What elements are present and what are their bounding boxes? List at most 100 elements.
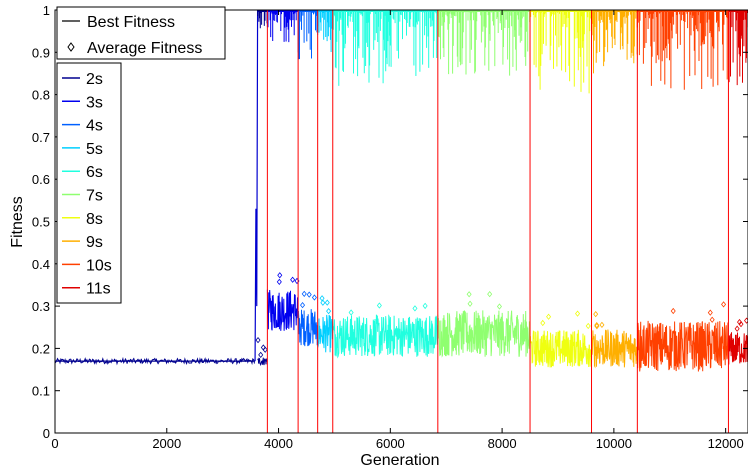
legend-time-label-9s: 9s [86, 234, 103, 251]
legend-time-label-6s: 6s [86, 164, 103, 181]
average-fitness-6s [332, 314, 439, 359]
average-fitness-marker-10s [721, 301, 727, 308]
y-tick-label: 0.1 [32, 384, 50, 399]
average-fitness-marker-10s [670, 307, 676, 315]
average-fitness-marker-5s [326, 307, 332, 315]
average-fitness-marker-8s [585, 322, 591, 330]
average-fitness-marker-6s [412, 305, 418, 312]
x-axis-label: Generation [360, 452, 439, 469]
y-tick-label: 0.8 [32, 88, 50, 103]
best-fitness-2s [257, 10, 268, 29]
y-axis-label: Fitness [9, 196, 26, 248]
plot-content [54, 9, 748, 433]
average-fitness-marker-10s [709, 316, 715, 323]
best-fitness-jump [254, 9, 259, 362]
legend-time-box [56, 62, 122, 304]
x-tick-label: 12000 [708, 436, 744, 451]
best-fitness-5s [317, 10, 333, 52]
y-tick-label: 1 [43, 3, 50, 18]
y-tick-label: 0.6 [32, 172, 50, 187]
average-fitness-marker-3s [290, 276, 296, 283]
average-fitness-marker-5s [320, 299, 326, 306]
average-fitness-marker-4s [300, 302, 306, 309]
best-fitness-10s [636, 10, 729, 90]
average-fitness-marker-6s [422, 302, 428, 310]
average-fitness-marker-11s [744, 317, 748, 324]
average-fitness-marker-8s [575, 310, 581, 317]
average-fitness-marker-4s [311, 294, 317, 301]
legend-time-label-2s: 2s [86, 71, 103, 88]
average-fitness-marker-5s [324, 299, 330, 306]
average-fitness-marker-5s [319, 295, 325, 302]
x-tick-label: 6000 [376, 436, 405, 451]
legend-top-box [56, 6, 226, 60]
x-tick-label: 0 [51, 436, 58, 451]
average-fitness-marker-7s [466, 291, 472, 298]
average-fitness-4s [297, 309, 319, 347]
best-fitness-6s [332, 10, 438, 86]
x-axis-ticks: 0 2000 4000 6000 8000 10000 12000 [51, 10, 744, 451]
x-tick-label: 2000 [152, 436, 181, 451]
average-fitness-marker-7s [467, 300, 473, 307]
average-fitness-10s [636, 320, 729, 372]
average-fitness-marker-11s [737, 318, 743, 326]
average-fitness-11s [727, 332, 748, 365]
average-fitness-marker-10s [707, 309, 713, 316]
y-tick-label: 0.9 [32, 45, 50, 60]
average-fitness-marker-6s [376, 302, 382, 309]
average-fitness-marker-8s [540, 319, 546, 327]
legend-time-label-5s: 5s [86, 141, 103, 158]
average-fitness-early [54, 356, 255, 366]
plot-frame [54, 9, 748, 434]
average-fitness-9s [591, 329, 638, 369]
average-fitness-marker-7s [487, 291, 493, 298]
best-fitness-3s [266, 10, 298, 43]
y-tick-label: 0.2 [32, 341, 50, 356]
y-tick-label: 0 [43, 426, 50, 441]
y-tick-label: 0.3 [32, 299, 50, 314]
average-fitness-marker-3s [277, 272, 283, 279]
average-fitness-marker-2s [255, 336, 261, 344]
x-tick-label: 4000 [264, 436, 293, 451]
average-fitness-marker-9s [593, 310, 599, 318]
average-fitness-7s [437, 310, 531, 358]
best-fitness-7s [437, 10, 531, 76]
y-tick-label: 0.5 [32, 215, 50, 230]
average-fitness-marker-9s [594, 321, 600, 329]
average-fitness-marker-9s [599, 321, 605, 329]
average-fitness-2s [257, 357, 268, 367]
best-fitness-11s [727, 10, 748, 86]
legend-time-label-3s: 3s [86, 94, 103, 111]
legend-time-label-10s: 10s [86, 257, 112, 274]
best-fitness-8s [529, 10, 592, 94]
x-tick-label: 10000 [596, 436, 632, 451]
legend-average-fitness-marker [67, 42, 75, 52]
legend-time: 2s 3s 4s 5s 6s 7s 8s 9s 10s 11s [56, 62, 122, 304]
best-fitness-4s [297, 10, 319, 60]
average-fitness-marker-2s [258, 351, 264, 359]
x-tick-label: 8000 [488, 436, 517, 451]
average-fitness-8s [529, 329, 592, 368]
average-fitness-marker-7s [496, 303, 502, 310]
y-tick-label: 0.7 [32, 130, 50, 145]
average-fitness-5s [317, 314, 333, 353]
average-fitness-marker-11s [738, 320, 744, 328]
legend-time-label-11s: 11s [86, 281, 111, 298]
best-fitness-9s [591, 10, 638, 74]
legend-time-label-4s: 4s [86, 118, 103, 135]
average-fitness-3s [266, 289, 299, 331]
average-fitness-marker-4s [306, 291, 312, 298]
average-fitness-marker-8s [546, 313, 552, 320]
average-fitness-marker-11s [734, 325, 740, 332]
legend-time-label-8s: 8s [86, 211, 103, 228]
y-axis-ticks: 0 0.1 0.2 0.3 0.4 0.5 0.6 0.7 0.8 0.9 1 [32, 3, 748, 441]
average-fitness-marker-4s [301, 290, 307, 298]
legend-average-fitness-label: Average Fitness [87, 40, 202, 57]
legend-time-label-7s: 7s [86, 188, 103, 205]
legend-best-fitness-label: Best Fitness [87, 14, 175, 31]
average-fitness-marker-2s [262, 346, 268, 353]
average-fitness-marker-3s [276, 278, 282, 286]
legend-top: Best Fitness Average Fitness [56, 6, 226, 60]
average-fitness-marker-6s [348, 309, 354, 316]
